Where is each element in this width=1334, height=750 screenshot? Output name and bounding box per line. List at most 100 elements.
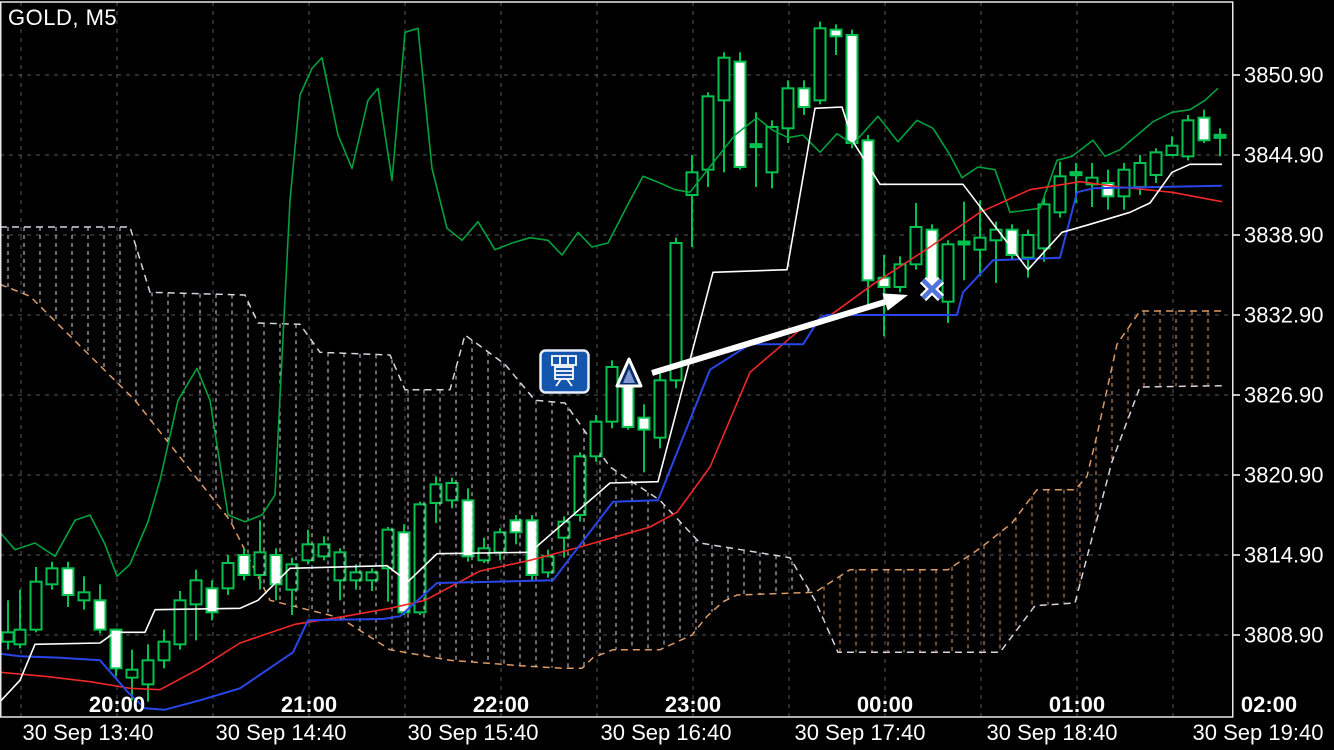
kijun-sen-line <box>0 184 1223 711</box>
candle-body <box>77 591 91 602</box>
candle-body <box>141 659 155 686</box>
candle-body <box>653 379 667 439</box>
candle-bear <box>845 29 859 149</box>
axis-time-labels: 20:00 21:00 22:00 23:00 00:00 01:00 02:00 30 Se… <box>23 692 1324 745</box>
candle-bull <box>685 155 699 247</box>
candle-body <box>301 543 315 562</box>
candle-body <box>1085 176 1099 186</box>
candle-bull <box>1 600 15 650</box>
candle-body <box>605 366 619 423</box>
candle-body <box>413 503 427 614</box>
price-axis-label: 3814.90 <box>1244 543 1324 568</box>
time-axis-label-date: 30 Sep 14:40 <box>216 720 347 745</box>
candle-body <box>717 56 731 102</box>
x-stroke <box>921 278 943 300</box>
candle-bull <box>701 92 715 187</box>
candle-bear <box>1197 109 1211 143</box>
candle-body <box>1165 144 1179 157</box>
candle-bull <box>365 568 379 591</box>
candle-bear <box>269 548 283 601</box>
candle-body <box>1133 162 1147 188</box>
candle-body <box>237 554 251 576</box>
time-axis-label-date: 30 Sep 16:40 <box>601 720 732 745</box>
candle-bull <box>989 221 1003 283</box>
candle-body <box>989 228 1003 242</box>
candle-body <box>61 567 75 596</box>
candle-body <box>285 563 299 591</box>
candle-bull <box>781 80 795 143</box>
candle-body <box>1149 151 1163 176</box>
candle-body <box>253 551 267 576</box>
time-axis-label-hour: 02:00 <box>1241 692 1297 717</box>
candle-body <box>925 228 939 289</box>
candle-doji <box>1213 128 1227 157</box>
candle-bull <box>445 477 459 509</box>
candle-doji <box>749 112 763 187</box>
arrow-shaft <box>651 299 886 376</box>
plot-border-rect <box>0 1 1234 718</box>
candle-bull <box>173 591 187 650</box>
candle-body <box>797 87 811 109</box>
time-axis-label-date: 30 Sep 19:40 <box>1193 720 1324 745</box>
candle-body <box>365 571 379 582</box>
time-axis-label-date: 30 Sep 13:40 <box>23 720 154 745</box>
candle-body <box>973 236 987 251</box>
candle-body <box>525 519 539 576</box>
plot-border <box>0 1 1234 718</box>
candle-bull <box>893 256 907 293</box>
candle-body <box>13 628 27 646</box>
candle-bull <box>189 569 203 641</box>
candle-bull <box>77 576 91 610</box>
candle-body <box>861 139 875 282</box>
candle-body <box>29 580 43 631</box>
price-axis-label: 3808.90 <box>1244 623 1324 648</box>
candle-bull <box>349 564 363 590</box>
indicator-lines-layer <box>0 27 1223 711</box>
price-axis-label: 3838.90 <box>1244 223 1324 248</box>
candle-body <box>813 27 827 102</box>
candle-body <box>269 554 283 586</box>
candle-body <box>1117 168 1131 198</box>
candle-bull <box>221 555 235 595</box>
candle-body <box>1101 182 1115 198</box>
candle-body <box>461 499 475 558</box>
candle-body <box>157 640 171 662</box>
candle-bull <box>253 520 267 590</box>
candle-body <box>189 579 203 606</box>
price-axis-label: 3844.90 <box>1244 143 1324 168</box>
candles-layer <box>1 21 1227 702</box>
candle-body <box>1213 133 1227 139</box>
candle-body <box>1197 116 1211 142</box>
candle-body <box>957 240 971 246</box>
candle-bear <box>797 80 811 115</box>
candle-body <box>45 567 59 586</box>
candle-bull <box>157 629 171 669</box>
buy-arrow-marker <box>615 357 643 388</box>
candle-body <box>733 60 747 169</box>
candle-body <box>349 571 363 582</box>
candle-bull <box>1165 136 1179 157</box>
candle-bull <box>13 589 27 649</box>
candle-bull <box>813 21 827 105</box>
candle-body <box>173 599 187 646</box>
candle-bull <box>573 452 587 522</box>
candle-body <box>509 519 523 534</box>
buy-entry-arrow <box>651 293 908 376</box>
candle-bull <box>1053 161 1067 218</box>
time-axis-label-date: 30 Sep 18:40 <box>987 720 1118 745</box>
arrow-head <box>882 293 908 311</box>
trade-annotations-layer[interactable] <box>539 276 945 394</box>
candle-body <box>205 587 219 614</box>
candle-bear <box>637 404 651 473</box>
candle-body <box>125 668 139 679</box>
candle-bear <box>1101 169 1115 210</box>
chikou-span-line <box>0 27 1219 578</box>
time-axis-label-hour: 01:00 <box>1049 692 1105 717</box>
candle-doji <box>957 201 971 281</box>
candle-body <box>109 628 123 670</box>
candle-body <box>477 547 491 562</box>
candle-body <box>589 420 603 458</box>
candle-bull <box>381 527 395 602</box>
